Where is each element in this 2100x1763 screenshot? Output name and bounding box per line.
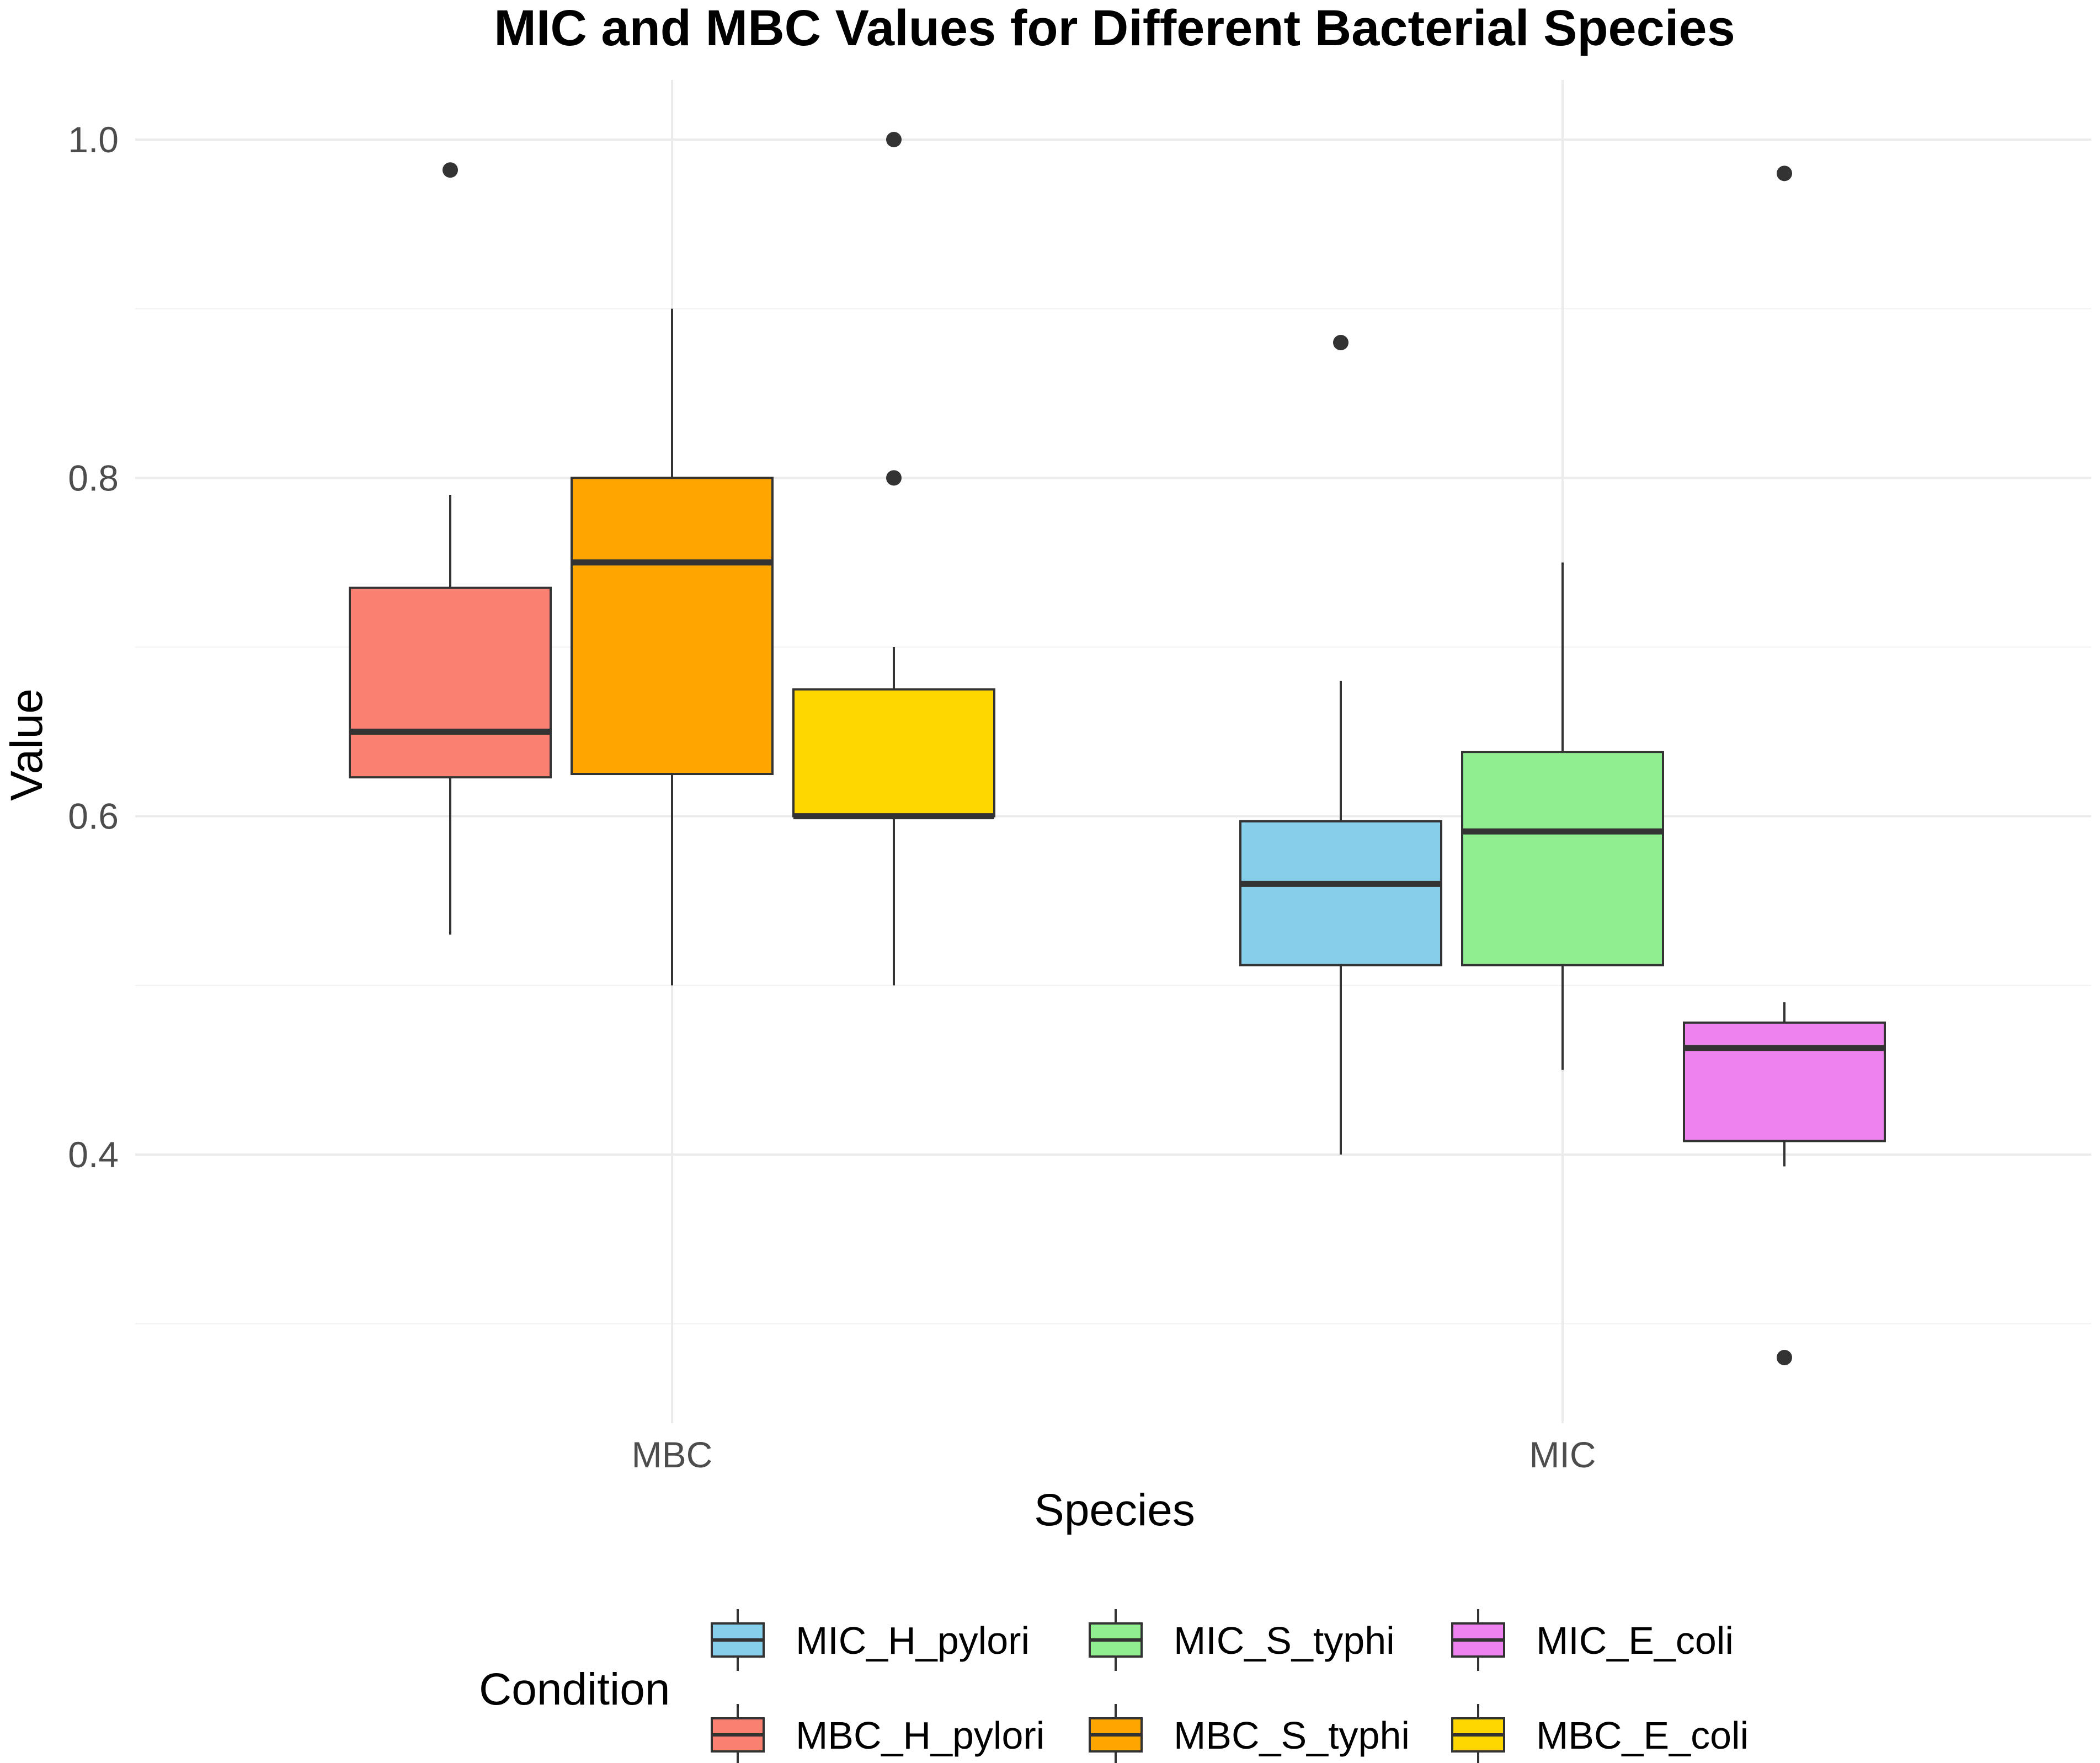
box-mic-h-pylori — [1239, 335, 1442, 1155]
y-tick-label: 1.0 — [68, 119, 119, 160]
legend-item: MBC_S_typhi — [1089, 1704, 1410, 1763]
outlier-point — [1333, 335, 1349, 350]
box-mic-s-typhi — [1461, 562, 1664, 1070]
legend-label: MBC_E_coli — [1536, 1714, 1749, 1757]
box-mic-e-coli — [1683, 165, 1886, 1365]
y-tick-label: 0.6 — [68, 796, 119, 837]
legend-item: MIC_S_typhi — [1089, 1609, 1395, 1671]
legend-title: Condition — [479, 1664, 670, 1714]
x-tick-label: MBC — [632, 1434, 713, 1475]
box-body — [1461, 751, 1664, 966]
y-axis-tick-labels: 0.4 0.6 0.8 1.0 — [68, 119, 119, 1175]
box-body — [792, 688, 995, 818]
box-mbc-e-coli — [792, 132, 995, 986]
legend-label: MBC_S_typhi — [1174, 1714, 1410, 1757]
outlier-point — [1777, 165, 1792, 181]
legend-label: MIC_H_pylori — [796, 1619, 1030, 1662]
x-tick-label: MIC — [1529, 1434, 1596, 1475]
legend-label: MIC_E_coli — [1536, 1619, 1734, 1662]
box-mbc-s-typhi — [571, 308, 774, 986]
legend-label: MBC_H_pylori — [796, 1714, 1044, 1757]
x-axis-tick-labels: MBC MIC — [632, 1434, 1596, 1475]
legend: Condition MIC_H_pylori MIC_S_typhi MIC_E_c… — [479, 1609, 1749, 1763]
legend-label: MIC_S_typhi — [1174, 1619, 1395, 1662]
y-tick-label: 0.8 — [68, 457, 119, 498]
legend-item: MIC_E_coli — [1451, 1609, 1734, 1671]
box-body — [349, 586, 552, 779]
boxplot-series — [349, 132, 1886, 1365]
box-body — [1239, 820, 1442, 966]
box-body — [1683, 1021, 1886, 1142]
outlier-point — [443, 162, 458, 178]
outlier-point — [1777, 1350, 1792, 1365]
y-tick-label: 0.4 — [68, 1134, 119, 1175]
box-mbc-h-pylori — [349, 162, 552, 935]
legend-item: MBC_E_coli — [1451, 1704, 1749, 1763]
y-axis-title: Value — [2, 688, 52, 801]
outlier-point — [886, 470, 902, 486]
x-axis-title: Species — [1034, 1485, 1195, 1535]
legend-item: MBC_H_pylori — [711, 1704, 1044, 1763]
chart-title: MIC and MBC Values for Different Bacteri… — [494, 0, 1735, 56]
legend-items: MIC_H_pylori MIC_S_typhi MIC_E_coli MBC_H_p… — [711, 1609, 1749, 1763]
box-body — [571, 477, 774, 775]
outlier-point — [886, 132, 902, 147]
legend-item: MIC_H_pylori — [711, 1609, 1030, 1671]
